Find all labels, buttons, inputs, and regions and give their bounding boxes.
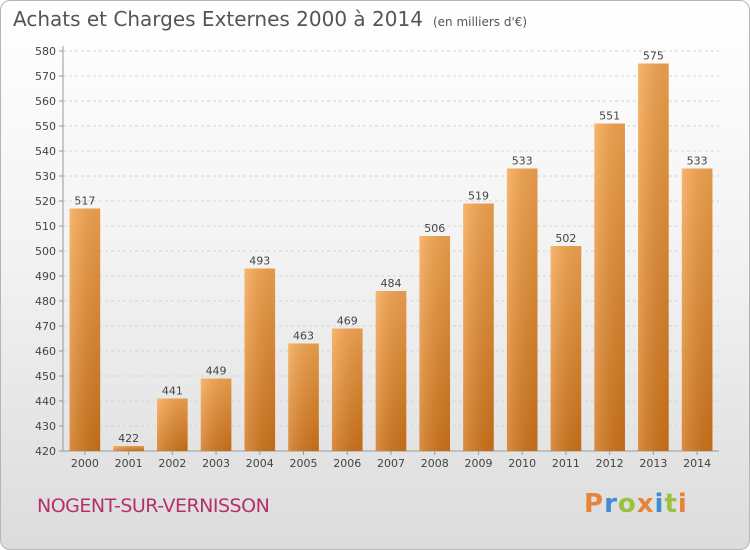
x-tick-label: 2001 — [115, 457, 143, 470]
x-tick-label: 2004 — [246, 457, 274, 470]
bar-shade — [69, 208, 101, 451]
x-tick-label: 2000 — [71, 457, 99, 470]
x-tick-label: 2011 — [552, 457, 580, 470]
data-label: 575 — [643, 50, 664, 63]
x-tick-label: 2013 — [639, 457, 667, 470]
x-tick-label: 2005 — [290, 457, 318, 470]
bar-shade — [244, 268, 276, 451]
y-tick-label: 580 — [35, 45, 56, 58]
y-tick-label: 540 — [35, 145, 56, 158]
bar-shade — [681, 168, 713, 451]
data-label: 519 — [468, 190, 489, 203]
proxiti-logo: Proxiti — [584, 489, 688, 519]
data-label: 422 — [118, 432, 139, 445]
data-label: 449 — [206, 365, 227, 378]
x-tick-label: 2002 — [158, 457, 186, 470]
x-tick-label: 2003 — [202, 457, 230, 470]
y-tick-label: 480 — [35, 295, 56, 308]
bar-shade — [550, 246, 582, 451]
logo-letter: x — [636, 489, 655, 519]
chart-title: Achats et Charges Externes 2000 à 2014 — [13, 7, 423, 31]
data-label: 533 — [687, 155, 708, 168]
logo-letter: P — [584, 489, 605, 519]
bar-shade — [288, 343, 319, 451]
chart-unit: (en milliers d'€) — [432, 15, 528, 29]
bar-shade — [375, 291, 407, 451]
data-label: 469 — [337, 315, 358, 328]
data-label: 517 — [74, 195, 95, 208]
x-tick-label: 2006 — [333, 457, 361, 470]
bar-shade — [419, 236, 451, 451]
bar-chart: 420 430 440 450 460 470 480 490 500 510 520 530 540 5… — [35, 45, 719, 470]
x-tick-label: 2007 — [377, 457, 405, 470]
y-tick-label: 460 — [35, 345, 56, 358]
bar-shade — [331, 328, 363, 451]
bar-shade — [157, 398, 188, 451]
bar-shade — [594, 123, 625, 451]
logo-letter: r — [604, 489, 618, 519]
bar-shade — [200, 378, 232, 451]
data-label: 551 — [599, 110, 620, 123]
y-tick-label: 440 — [35, 395, 56, 408]
x-tick-label: 2008 — [421, 457, 449, 470]
x-tick-label: 2009 — [464, 457, 492, 470]
x-tick-label: 2012 — [596, 457, 624, 470]
data-label: 463 — [293, 330, 314, 343]
y-tick-label: 510 — [35, 220, 56, 233]
chart-title-block: Achats et Charges Externes 2000 à 2014 (e… — [13, 7, 527, 31]
bar-shade — [638, 63, 669, 451]
y-tick-label: 570 — [35, 70, 56, 83]
data-label: 533 — [512, 155, 533, 168]
logo-letter: o — [617, 489, 637, 519]
y-tick-label: 500 — [35, 245, 56, 258]
bar-shade — [113, 446, 144, 451]
bar-shade — [463, 203, 494, 451]
y-tick-label: 490 — [35, 270, 56, 283]
x-tick-label: 2014 — [683, 457, 711, 470]
y-tick-label: 550 — [35, 120, 56, 133]
y-tick-label: 470 — [35, 320, 56, 333]
logo-letter: i — [677, 489, 688, 519]
logo-letter: i — [654, 489, 665, 519]
data-label: 493 — [249, 255, 270, 268]
y-tick-label: 530 — [35, 170, 56, 183]
y-tick-label: 560 — [35, 95, 56, 108]
bar-shade — [506, 168, 538, 451]
data-label: 506 — [424, 222, 445, 235]
data-label: 502 — [555, 232, 576, 245]
x-tick-label: 2010 — [508, 457, 536, 470]
y-tick-label: 420 — [35, 445, 56, 458]
y-tick-label: 520 — [35, 195, 56, 208]
y-tick-label: 450 — [35, 370, 56, 383]
data-label: 441 — [162, 385, 183, 398]
data-label: 484 — [381, 277, 402, 290]
town-name: NOGENT-SUR-VERNISSON — [37, 495, 270, 517]
y-tick-label: 430 — [35, 420, 56, 433]
logo-letter: t — [664, 489, 678, 519]
